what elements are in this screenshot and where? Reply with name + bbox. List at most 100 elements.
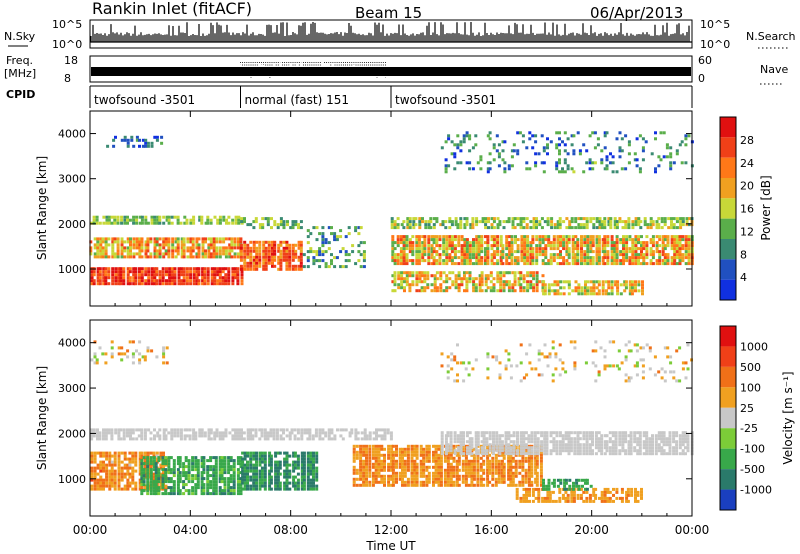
velocity-cell [138,472,142,476]
velocity-cell [218,456,222,460]
power-cell [233,237,237,241]
power-cell [651,238,655,242]
power-cell [294,243,298,247]
velocity-cell [486,468,490,472]
velocity-cell [120,487,124,491]
power-cell [126,273,130,277]
power-cell [170,221,174,225]
velocity-cell [153,428,156,432]
velocity-cell [472,483,476,487]
velocity-cell [128,457,132,461]
velocity-cell [461,447,465,451]
power-cell [270,217,273,221]
power-cell [663,223,667,227]
velocity-cell [90,428,94,432]
power-cell [112,138,116,142]
power-cell [327,241,331,245]
velocity-cell [240,437,243,441]
velocity-cell [140,434,144,438]
power-cell [454,277,458,281]
velocity-cell [227,492,231,496]
power-cell [209,243,213,247]
power-cell [279,220,283,224]
velocity-cell [105,463,109,467]
power-cell [460,250,464,254]
velocity-cell [149,483,153,487]
power-cell [597,262,601,266]
power-cell [185,282,189,286]
velocity-cell [446,450,450,454]
power-cell [465,244,469,248]
velocity-cell [333,434,337,438]
power-cell [642,247,646,251]
velocity-cell [371,465,375,469]
power-cell [634,289,637,293]
velocity-cell [263,428,267,432]
velocity-cell [104,437,108,441]
power-cell [591,250,595,254]
velocity-cell [465,431,469,435]
power-cell [638,134,642,138]
velocity-cell [214,489,218,493]
power-cell [490,256,494,260]
power-cell [492,244,496,248]
power-cell [454,217,458,221]
power-cell [294,223,298,227]
power-cell [468,253,472,257]
velocity-cell [172,468,176,472]
power-cell [670,241,674,245]
power-cell [362,250,366,254]
power-cell [529,253,533,257]
power-cell [505,235,509,239]
power-cell [439,223,443,227]
power-cell [126,218,129,222]
velocity-cell [432,453,435,457]
velocity-cell [249,478,253,482]
velocity-cell [461,444,465,448]
power-cell [565,262,569,266]
velocity-cell [223,462,227,466]
power-cell [162,215,166,219]
velocity-cell [221,437,225,441]
power-cell [544,244,548,248]
velocity-cell [432,456,435,460]
velocity-cell [482,459,486,463]
velocity-cell [377,434,381,438]
velocity-cell [534,480,538,484]
power-cell [359,241,363,245]
power-cell [516,152,520,156]
velocity-cell [229,456,233,460]
power-cell [502,286,506,290]
power-cell [490,223,494,227]
power-cell [614,280,618,284]
velocity-cell [365,456,368,460]
power-cell [174,237,178,241]
power-cell [516,256,520,260]
power-cell [180,282,183,286]
power-cell [526,256,530,260]
velocity-cell [157,492,161,496]
power-cell [228,243,232,247]
power-cell [574,259,578,263]
velocity-cell [365,480,368,484]
velocity-cell [365,462,368,466]
power-cell [535,238,539,242]
velocity-cell [157,486,161,490]
power-cell [687,241,691,245]
power-cell [192,279,196,283]
velocity-cell [406,453,410,457]
power-cell [445,238,449,242]
velocity-cell [386,428,390,432]
power-cell [591,161,595,165]
power-cell [267,240,271,244]
velocity-cell [452,456,456,460]
power-cell [445,280,449,284]
power-cell [572,152,576,156]
power-cell [294,255,298,259]
power-cell [212,249,216,253]
power-cell [234,215,238,219]
velocity-cell [274,481,278,485]
velocity-cell [403,453,407,457]
power-cell [197,237,201,241]
velocity-cell [194,437,198,441]
